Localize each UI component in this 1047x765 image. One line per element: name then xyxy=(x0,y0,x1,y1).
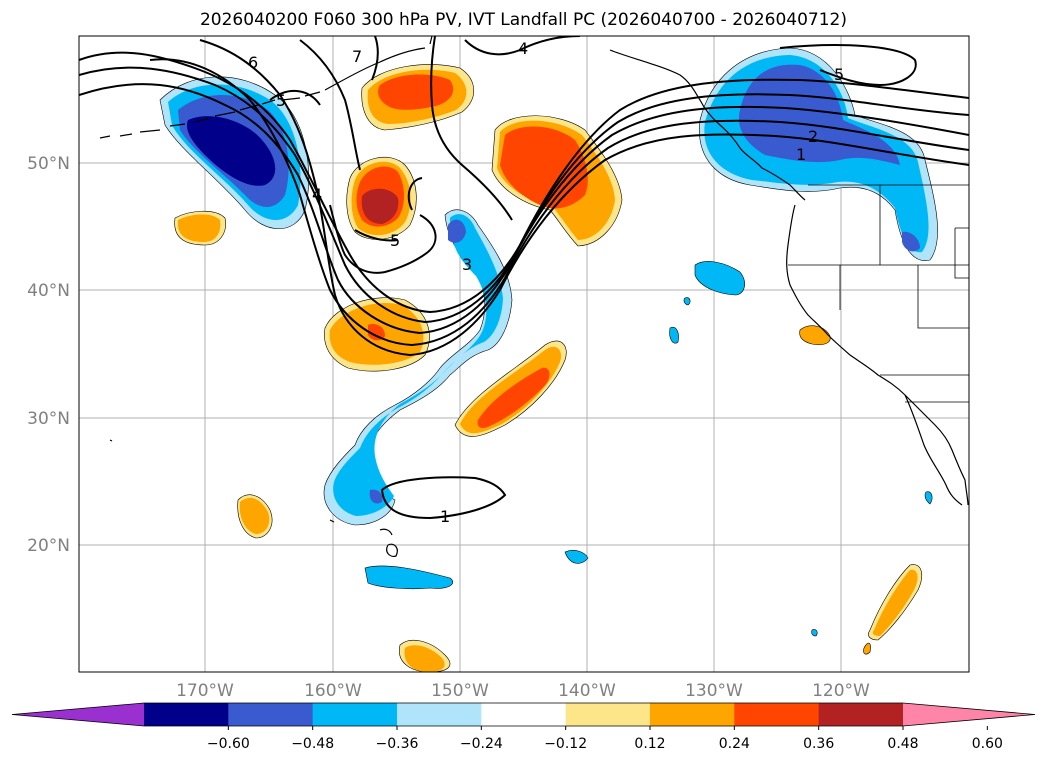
colorbar-segment xyxy=(565,703,651,726)
colorbar-tick-label: −0.36 xyxy=(376,736,419,752)
neg-region-small-1 xyxy=(694,261,745,296)
colorbar-segment xyxy=(650,703,735,726)
colorbar-outline xyxy=(11,702,1036,727)
lat-label-50n: 50°N xyxy=(27,154,70,174)
lon-label-120w: 120°W xyxy=(812,681,870,701)
colorbar-segment xyxy=(144,703,229,726)
colorbar-segment xyxy=(481,703,567,726)
map-title: 2026040200 F060 300 hPa PV, IVT Landfall… xyxy=(199,10,847,30)
positive-anomaly-regions xyxy=(174,64,923,672)
colorbar-tick-label: 0.24 xyxy=(719,736,750,752)
lon-label-130w: 130°W xyxy=(685,681,743,701)
colorbar: −0.60 −0.48 −0.36 −0.24 −0.12 0.12 0.24 0.36 0.4… xyxy=(11,702,1036,752)
lat-label-40n: 40°N xyxy=(27,281,70,301)
colorbar-tick-label: −0.48 xyxy=(291,736,334,752)
contour-label: 4 xyxy=(312,185,322,204)
contour-label: 3 xyxy=(462,255,472,274)
pv-contours xyxy=(79,36,969,520)
contour-label: 2 xyxy=(808,127,818,146)
contour-label: 1 xyxy=(796,145,806,164)
contour-label: 5 xyxy=(390,231,400,250)
contour-label: 5 xyxy=(834,65,844,84)
colorbar-tick-label: −0.60 xyxy=(207,736,250,752)
colorbar-tick-label: −0.24 xyxy=(460,736,503,752)
map-plot-area: 6 7 4 5 4 5 3 2 1 5 1 xyxy=(79,36,969,672)
contour-subtropical-1 xyxy=(380,476,507,520)
colorbar-extend-high xyxy=(903,703,1035,726)
political-boundaries xyxy=(788,184,969,403)
lon-label-170w: 170°W xyxy=(176,681,234,701)
lon-label-140w: 140°W xyxy=(558,681,616,701)
colorbar-tick-label: 0.60 xyxy=(972,736,1003,752)
contour-label: 6 xyxy=(248,53,258,72)
lon-axis-labels: 170°W 160°W 150°W 140°W 130°W 120°W xyxy=(176,681,870,701)
lon-label-150w: 150°W xyxy=(431,681,489,701)
colorbar-segment xyxy=(734,703,820,726)
coastlines xyxy=(99,36,969,557)
contour-label: 1 xyxy=(440,507,450,526)
colorbar-segment xyxy=(228,703,314,726)
contour-label: 4 xyxy=(518,39,528,58)
colorbar-tick-label: 0.48 xyxy=(887,736,918,752)
contour-label: 7 xyxy=(352,47,362,66)
contour-label: 5 xyxy=(276,91,286,110)
colorbar-segment xyxy=(818,703,904,726)
map-frame xyxy=(78,35,970,673)
colorbar-tick-label: 0.12 xyxy=(634,736,665,752)
lat-label-30n: 30°N xyxy=(27,409,70,429)
colorbar-segment xyxy=(397,703,482,726)
lon-label-160w: 160°W xyxy=(304,681,362,701)
lat-label-20n: 20°N xyxy=(27,536,70,556)
lat-axis-labels: 50°N 40°N 30°N 20°N xyxy=(27,154,70,556)
colorbar-extend-low xyxy=(12,703,144,726)
colorbar-tick-label: 0.36 xyxy=(803,736,834,752)
colorbar-segment xyxy=(312,703,398,726)
negative-anomaly-regions xyxy=(159,47,938,637)
contour-labels: 6 7 4 5 4 5 3 2 1 5 1 xyxy=(248,39,844,526)
colorbar-tick-label: −0.12 xyxy=(544,736,587,752)
